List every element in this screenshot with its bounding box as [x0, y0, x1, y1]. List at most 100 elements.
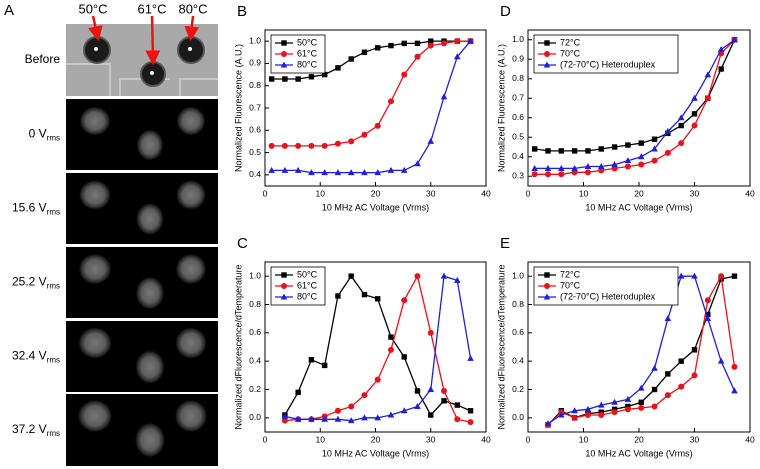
- legend-label: (72-70°C) Heteroduplex: [560, 59, 656, 69]
- y-tick-label: 0.6: [249, 125, 261, 135]
- legend-frame: [270, 266, 326, 306]
- legend-marker: [281, 283, 287, 289]
- marker: [388, 42, 394, 49]
- row-label-text: 37.2 V: [12, 422, 47, 436]
- panel-letter: C: [237, 235, 248, 252]
- marker: [691, 122, 698, 129]
- marker: [544, 171, 551, 178]
- panel-letter: A: [4, 2, 14, 19]
- marker: [624, 163, 631, 170]
- marker: [651, 403, 658, 410]
- marker: [347, 417, 355, 424]
- marker: [401, 354, 407, 360]
- arrow: [184, 15, 200, 42]
- marker: [281, 142, 288, 149]
- y-tick-label: 0.6: [249, 327, 261, 337]
- droplet-blob: [135, 422, 165, 458]
- legend-label: 61°C: [297, 48, 318, 58]
- row-label: 32.4 Vrms: [12, 349, 60, 365]
- y-tick-label: 0.8: [249, 299, 261, 309]
- marker: [374, 376, 381, 383]
- x-tick-label: 30: [426, 188, 436, 198]
- legend-marker: [544, 283, 550, 289]
- marker: [441, 387, 448, 394]
- marker: [704, 71, 712, 78]
- data-line: [534, 39, 735, 175]
- marker: [718, 273, 725, 280]
- y-tick-label: 0.2: [249, 384, 261, 394]
- y-tick-label: 0.7: [249, 102, 261, 112]
- marker: [717, 357, 725, 364]
- droplet-blob: [77, 399, 113, 433]
- marker: [387, 411, 395, 418]
- droplet-blob: [175, 253, 207, 285]
- x-tick-label: 20: [371, 434, 381, 444]
- marker: [558, 411, 565, 418]
- marker: [387, 166, 395, 173]
- marker: [268, 166, 275, 173]
- y-tick-label: 0.4: [512, 151, 524, 161]
- marker: [282, 76, 288, 82]
- charts: B 0 10 20 30 40 0.4 0.5 0.6 0.7 0.8 0.9 1.0 10 MHz AC…: [233, 3, 755, 458]
- marker: [638, 140, 644, 146]
- marker: [571, 414, 578, 421]
- marker: [308, 74, 315, 80]
- x-tick-label: 40: [481, 434, 491, 444]
- temperature-label: 80°C: [178, 1, 207, 16]
- legend-label: 72°C: [560, 269, 581, 279]
- legend-marker: [544, 51, 550, 57]
- marker: [348, 138, 355, 145]
- x-tick-label: 40: [745, 434, 755, 444]
- marker: [691, 347, 698, 353]
- legend-marker: [281, 40, 287, 46]
- marker: [664, 315, 672, 322]
- legend-marker: [281, 51, 287, 57]
- y-tick-label: 0.5: [512, 132, 524, 142]
- marker: [321, 71, 328, 78]
- marker: [664, 392, 671, 399]
- marker: [361, 291, 368, 298]
- y-tick-label: 1.0: [249, 35, 261, 45]
- legend-label: 70°C: [560, 48, 581, 58]
- droplet-blob: [78, 253, 112, 285]
- row-label: 0 Vrms: [29, 127, 60, 143]
- marker: [717, 46, 725, 52]
- marker: [731, 273, 738, 279]
- marker: [651, 157, 658, 164]
- marker: [387, 346, 394, 353]
- y-tick-label: 1.0: [249, 270, 261, 280]
- marker: [347, 169, 355, 176]
- x-tick-label: 30: [690, 434, 700, 444]
- marker: [584, 169, 591, 176]
- legend-frame: [533, 34, 679, 74]
- marker: [545, 148, 551, 154]
- row-label: 25.2 Vrms: [12, 275, 60, 291]
- marker: [428, 412, 434, 418]
- y-tick-label: 0.4: [512, 355, 524, 365]
- marker: [294, 166, 302, 173]
- legend-label: 80°C: [297, 59, 318, 69]
- marker: [571, 148, 578, 154]
- droplet-blob: [78, 327, 112, 359]
- legend-marker: [281, 272, 287, 278]
- marker: [704, 95, 711, 102]
- marker: [388, 334, 394, 340]
- temperature-label: 61°C: [137, 1, 166, 16]
- marker: [531, 164, 538, 171]
- marker: [467, 37, 474, 44]
- marker: [454, 416, 461, 423]
- marker: [467, 354, 474, 361]
- arrow: [145, 15, 161, 66]
- marker: [400, 407, 408, 414]
- marker: [281, 417, 288, 424]
- marker: [414, 40, 421, 47]
- marker: [453, 276, 461, 283]
- arrow: [88, 15, 103, 42]
- marker: [585, 148, 591, 154]
- marker: [637, 153, 645, 160]
- marker: [664, 149, 671, 156]
- y-tick-label: 0.8: [512, 73, 524, 83]
- marker: [268, 142, 275, 149]
